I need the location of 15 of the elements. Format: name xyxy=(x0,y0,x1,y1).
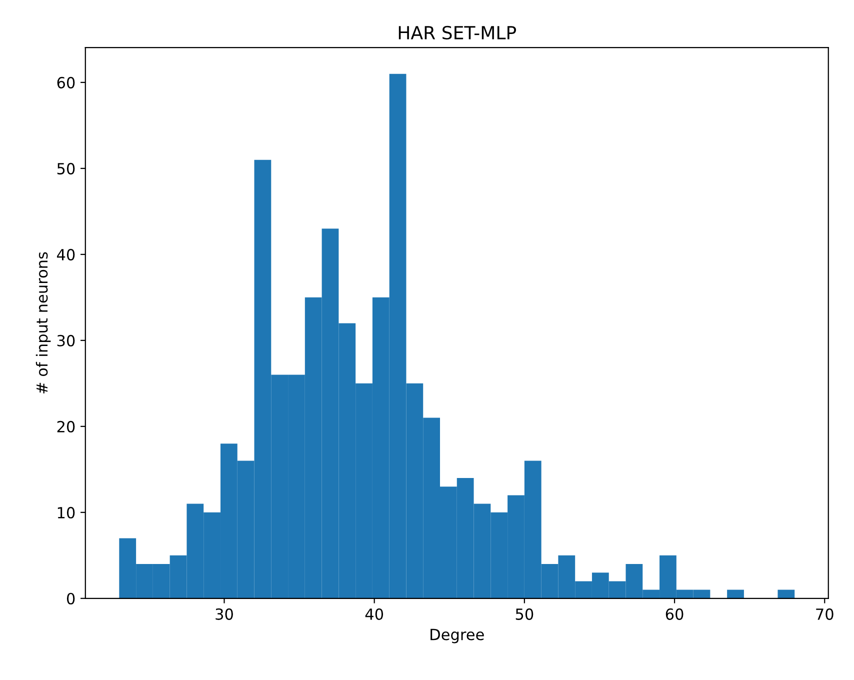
y-tick-label: 50 xyxy=(57,162,75,174)
y-axis-title: # of input neurons xyxy=(36,252,51,394)
x-axis-title: Degree xyxy=(430,628,484,644)
x-tick-label: 70 xyxy=(816,608,834,620)
y-tick-label: 30 xyxy=(57,334,75,346)
y-tick-label: 20 xyxy=(57,420,75,432)
y-tick-label: 10 xyxy=(58,506,75,518)
chart-title: HAR SET-MLP xyxy=(398,26,516,40)
x-tick-label: 40 xyxy=(365,608,384,620)
x-tick-label: 30 xyxy=(216,608,233,620)
y-tick-label: 60 xyxy=(57,76,75,88)
x-tick-label: 50 xyxy=(516,608,534,620)
y-tick-label: 40 xyxy=(56,248,75,260)
y-tick-label: 0 xyxy=(66,592,75,604)
x-tick-label: 60 xyxy=(666,608,684,620)
